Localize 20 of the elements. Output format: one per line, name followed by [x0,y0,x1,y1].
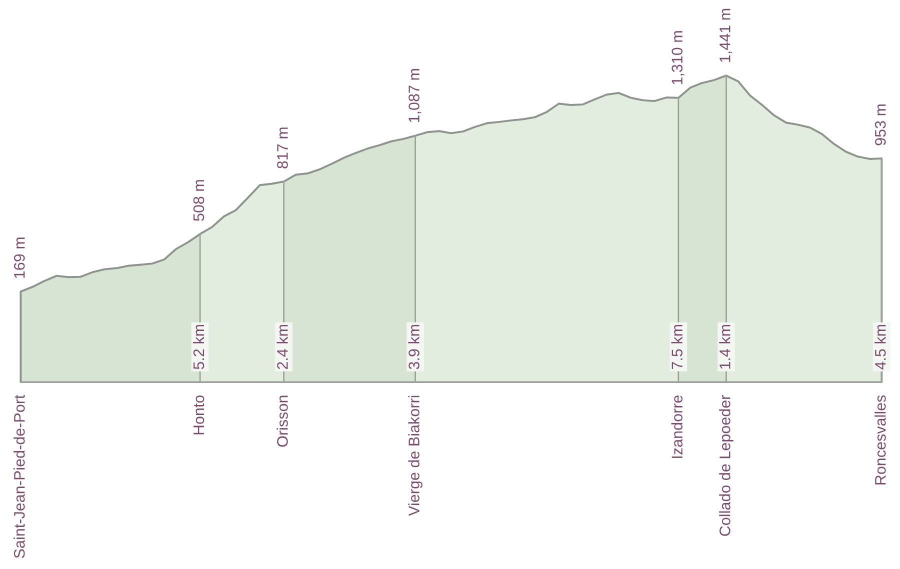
x-tick-label: Saint-Jean-Pied-de-Port [14,394,25,558]
x-tick-label: Roncesvalles [874,395,886,484]
ref-line-label: 3.9 km [408,324,420,370]
ref-line-label: 4.5 km [874,324,886,370]
data-label: 953 m [874,104,886,146]
data-label: 1,310 m [672,31,684,84]
data-label: 817 m [277,128,288,168]
x-tick-label: Honto [194,395,204,434]
ref-line-label: 7.5 km [671,324,683,370]
x-tick-label: Orisson [276,396,288,447]
data-label: 1,441 m [720,8,732,62]
x-tick-label: Izandorre [671,395,683,458]
data-label: 508 m [193,180,204,221]
x-tick-label: Collado de Lepoeder [719,395,734,536]
x-tick-label: Vierge de Biakorri [408,396,422,516]
data-label: 169 m [14,238,25,278]
ref-line-label: 5.2 km [192,324,204,370]
ref-line-label: 1.4 km [719,324,730,369]
data-label: 1,087 m [408,69,422,122]
ref-line-label: 2.4 km [276,324,288,370]
